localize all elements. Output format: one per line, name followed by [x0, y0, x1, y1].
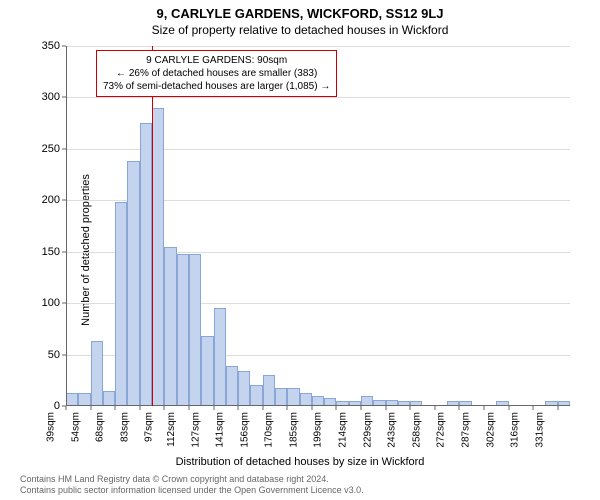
x-tick-mark: [262, 406, 263, 410]
gridline: [66, 97, 570, 98]
histogram-bar: [140, 123, 152, 406]
x-tick-label: 112sqm: [166, 412, 177, 447]
x-tick-mark: [410, 406, 411, 410]
histogram-bar: [300, 393, 312, 406]
x-axis-line: [66, 405, 570, 406]
histogram-bar: [115, 202, 127, 406]
x-tick-mark: [361, 406, 362, 410]
x-tick-mark: [139, 406, 140, 410]
histogram-bar: [66, 393, 78, 406]
annotation-line-2: ← 26% of detached houses are smaller (38…: [103, 67, 330, 80]
histogram-bar: [164, 247, 176, 406]
histogram-bar: [226, 366, 238, 406]
x-tick-mark: [533, 406, 534, 410]
x-tick-mark: [164, 406, 165, 410]
histogram-bar: [214, 308, 226, 406]
annotation-line-1: 9 CARLYLE GARDENS: 90sqm: [103, 54, 330, 67]
x-tick-label: 287sqm: [461, 412, 472, 448]
histogram-bar: [91, 341, 103, 406]
page-subtitle: Size of property relative to detached ho…: [0, 21, 600, 37]
y-tick-label: 300: [42, 91, 60, 103]
histogram-bar: [250, 385, 262, 406]
gridline: [66, 46, 570, 47]
histogram-bar: [189, 254, 201, 406]
x-tick-label: 39sqm: [45, 412, 56, 442]
page-title: 9, CARLYLE GARDENS, WICKFORD, SS12 9LJ: [0, 0, 600, 21]
x-axis-label: Distribution of detached houses by size …: [0, 456, 600, 468]
x-tick-label: 127sqm: [190, 412, 201, 448]
x-tick-label: 199sqm: [313, 412, 324, 448]
histogram-bar: [287, 388, 299, 407]
histogram-bar: [103, 391, 115, 406]
x-tick-mark: [213, 406, 214, 410]
x-tick-label: 302sqm: [485, 412, 496, 448]
y-tick-label: 350: [42, 40, 60, 52]
histogram-bar: [152, 108, 164, 406]
histogram-bar: [78, 393, 90, 406]
x-tick-label: 243sqm: [387, 412, 398, 448]
histogram-bar: [263, 375, 275, 406]
histogram-bar: [275, 388, 287, 407]
x-tick-label: 141sqm: [215, 412, 226, 448]
x-tick-mark: [66, 406, 67, 410]
x-tick-mark: [115, 406, 116, 410]
x-tick-mark: [287, 406, 288, 410]
x-tick-label: 185sqm: [289, 412, 300, 448]
y-tick-label: 100: [42, 297, 60, 309]
x-tick-label: 156sqm: [239, 412, 250, 448]
x-tick-label: 68sqm: [95, 412, 106, 442]
x-tick-label: 331sqm: [534, 412, 545, 448]
histogram-bar: [177, 254, 189, 406]
x-tick-label: 316sqm: [510, 412, 521, 448]
x-tick-mark: [459, 406, 460, 410]
x-tick-label: 214sqm: [338, 412, 349, 448]
x-tick-mark: [238, 406, 239, 410]
x-tick-mark: [483, 406, 484, 410]
chart-plot-area: 05010015020025030035039sqm54sqm68sqm83sq…: [66, 46, 570, 406]
x-tick-label: 97sqm: [144, 412, 155, 442]
x-tick-label: 229sqm: [362, 412, 373, 448]
footer-attribution: Contains HM Land Registry data © Crown c…: [20, 474, 364, 497]
x-tick-label: 258sqm: [411, 412, 422, 448]
property-marker-line: [152, 46, 153, 406]
x-tick-mark: [90, 406, 91, 410]
annotation-line-3: 73% of semi-detached houses are larger (…: [103, 80, 330, 93]
histogram-bar: [127, 161, 139, 406]
x-tick-mark: [385, 406, 386, 410]
y-tick-label: 150: [42, 246, 60, 258]
x-tick-mark: [508, 406, 509, 410]
x-tick-label: 54sqm: [70, 412, 81, 442]
x-tick-label: 272sqm: [436, 412, 447, 448]
annotation-box: 9 CARLYLE GARDENS: 90sqm ← 26% of detach…: [96, 50, 337, 97]
x-tick-mark: [557, 406, 558, 410]
x-tick-label: 83sqm: [119, 412, 130, 442]
y-tick-label: 250: [42, 143, 60, 155]
x-tick-mark: [188, 406, 189, 410]
x-tick-label: 170sqm: [264, 412, 275, 448]
x-tick-mark: [336, 406, 337, 410]
y-tick-label: 50: [48, 349, 60, 361]
y-axis-line: [66, 46, 67, 406]
footer-line-1: Contains HM Land Registry data © Crown c…: [20, 474, 364, 485]
y-tick-label: 0: [54, 400, 60, 412]
histogram-bar: [238, 371, 250, 406]
x-tick-mark: [311, 406, 312, 410]
footer-line-2: Contains public sector information licen…: [20, 485, 364, 496]
y-tick-label: 200: [42, 194, 60, 206]
histogram-bar: [201, 336, 213, 406]
x-tick-mark: [434, 406, 435, 410]
